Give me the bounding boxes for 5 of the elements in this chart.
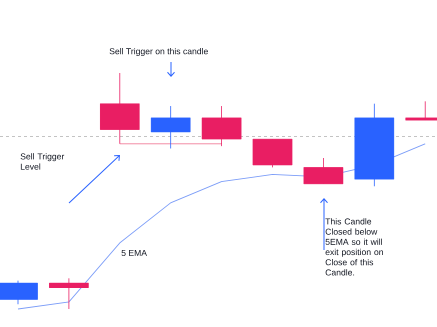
annotation: Sell Trigger Level — [20, 153, 64, 170]
annotation: 5 EMA — [122, 250, 147, 256]
text: Sell Trigger on this candle — [110, 48, 208, 56]
candlestick — [49, 278, 89, 310]
annotation: This Candle Closed below 5EMA so it will exit position on Close of this Candle. — [325, 218, 383, 276]
